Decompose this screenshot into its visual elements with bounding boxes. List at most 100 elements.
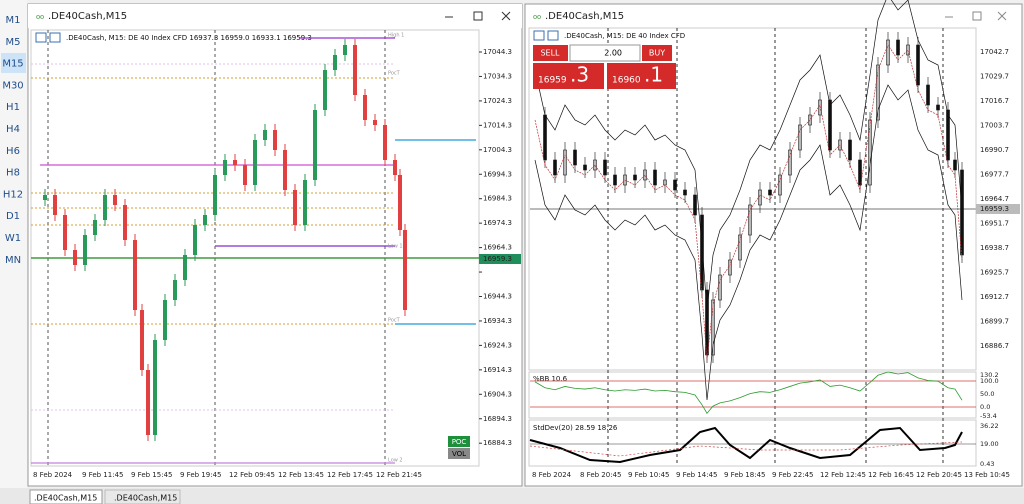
price-label: 16977.7 xyxy=(980,171,1009,179)
volume-field[interactable] xyxy=(569,44,641,62)
price-label: 16934.3 xyxy=(483,317,512,325)
timeframe-button[interactable]: MN xyxy=(5,255,21,266)
tab-label[interactable]: .DE40Cash,M15 xyxy=(114,494,177,503)
vol-button-label[interactable]: VOL xyxy=(452,450,466,458)
left-window-controls[interactable] xyxy=(445,11,511,21)
price-label: 17044.3 xyxy=(483,48,512,56)
price-label: 17034.3 xyxy=(483,72,512,80)
price-label: 16894.3 xyxy=(483,415,512,423)
date-label: 12 Feb 13:45 xyxy=(278,471,324,479)
tab-bar xyxy=(0,488,1024,504)
chart-icon xyxy=(533,30,545,41)
price-label: 16899.7 xyxy=(980,318,1009,326)
price-label: 16904.3 xyxy=(483,390,512,398)
timeframe-button[interactable]: M30 xyxy=(2,80,23,91)
left-chart xyxy=(30,29,480,467)
level-label: High 1 xyxy=(388,33,404,39)
timeframe-button[interactable]: H1 xyxy=(6,102,20,113)
poc-button-label[interactable]: POC xyxy=(452,438,467,446)
buy-label[interactable]: BUY xyxy=(649,49,665,58)
price-label: 17004.3 xyxy=(483,146,512,154)
sell-label[interactable]: SELL xyxy=(540,49,560,58)
bb-panel xyxy=(528,371,977,419)
date-label: 9 Feb 14:45 xyxy=(676,471,717,479)
price-label: 16938.7 xyxy=(980,244,1009,252)
price-label: 16984.3 xyxy=(483,195,512,203)
date-label: 9 Feb 15:45 xyxy=(131,471,172,479)
buy-button[interactable] xyxy=(642,45,672,61)
timeframe-button[interactable]: M5 xyxy=(6,37,21,48)
right-icon: ₀₀ xyxy=(533,11,541,22)
price-label: 16974.3 xyxy=(483,219,512,227)
price-label: 16884.3 xyxy=(483,439,512,447)
price-label: 16990.7 xyxy=(980,146,1009,154)
date-label: 13 Feb 10:45 xyxy=(964,471,1010,479)
tab[interactable] xyxy=(29,489,103,504)
std-panel xyxy=(528,419,977,467)
timeframe-button[interactable]: H6 xyxy=(6,146,20,157)
bb-scale: 0.0 xyxy=(980,403,990,411)
chart-info: .DE40Cash, M15: DE 40 Index CFD xyxy=(564,32,685,40)
sell-price-box[interactable] xyxy=(533,63,604,89)
current-price-box xyxy=(976,204,1020,214)
moving-average xyxy=(534,44,963,361)
timeframe-button[interactable]: H4 xyxy=(6,124,20,135)
chart-info: .DE40Cash, M15: DE 40 Index CFD 16937.3 … xyxy=(66,34,312,42)
vol-button[interactable] xyxy=(448,448,470,459)
current-price-box xyxy=(479,254,521,264)
level-label: PocT xyxy=(388,71,401,77)
poc-button[interactable] xyxy=(448,436,470,447)
bollinger-lower xyxy=(534,84,963,401)
buy-price-tail: .1 xyxy=(644,63,663,87)
date-label: 8 Feb 2024 xyxy=(33,471,73,479)
bb-line xyxy=(534,371,963,415)
timeframe-button[interactable]: H12 xyxy=(3,189,23,200)
price-label: 16914.3 xyxy=(483,366,512,374)
level-label: Low 2 xyxy=(388,458,403,464)
left-title-bar xyxy=(28,4,522,28)
std-label: StdDev(20) 28.59 18.26 xyxy=(533,424,618,432)
date-label: 9 Feb 22:45 xyxy=(772,471,813,479)
right-window-controls[interactable] xyxy=(945,11,1007,21)
price-label: 17003.7 xyxy=(980,122,1009,130)
left-title: .DE40Cash,M15 xyxy=(48,11,127,22)
price-label: 16924.3 xyxy=(483,341,512,349)
timeframe-toolbar xyxy=(0,0,27,488)
tab-label[interactable]: .DE40Cash,M15 xyxy=(34,494,97,503)
date-label: 12 Feb 17:45 xyxy=(327,471,373,479)
bollinger-upper xyxy=(534,0,963,311)
price-label: 17029.7 xyxy=(980,73,1009,81)
timeframe-button[interactable]: W1 xyxy=(5,233,21,244)
timeframe-button[interactable]: H8 xyxy=(6,168,20,179)
right-title: .DE40Cash,M15 xyxy=(545,11,624,22)
date-label: 8 Feb 20:45 xyxy=(580,471,621,479)
volume[interactable]: 2.00 xyxy=(604,49,622,58)
date-label: 12 Feb 21:45 xyxy=(376,471,422,479)
timeframe-button[interactable]: D1 xyxy=(6,211,20,222)
date-label: 12 Feb 20:45 xyxy=(916,471,962,479)
tab[interactable] xyxy=(104,489,181,504)
bb-scale: 100.0 xyxy=(980,377,999,385)
price-label: 17024.3 xyxy=(483,97,512,105)
chart-icon xyxy=(547,30,559,41)
chart-icon xyxy=(49,32,61,43)
buy-price-box[interactable] xyxy=(607,63,676,89)
price-label: 17014.3 xyxy=(483,121,512,129)
price-label: 17016.7 xyxy=(980,97,1009,105)
std-scale: 19.00 xyxy=(980,440,999,448)
price-label: 16944.3 xyxy=(483,293,512,301)
price-label: 16912.7 xyxy=(980,293,1009,301)
date-label: 9 Feb 18:45 xyxy=(724,471,765,479)
date-label: 12 Feb 12:45 xyxy=(820,471,866,479)
date-label: 8 Feb 2024 xyxy=(532,471,572,479)
timeframe-button[interactable]: M15 xyxy=(2,59,23,70)
std-line xyxy=(529,426,963,464)
sell-button[interactable] xyxy=(533,45,568,61)
level-label: PocT xyxy=(388,318,401,324)
buy-price: 16960 xyxy=(612,76,641,86)
date-label: 12 Feb 16:45 xyxy=(868,471,914,479)
left-icon: ₀₀ xyxy=(36,11,44,22)
timeframe-button[interactable]: M1 xyxy=(6,15,21,26)
